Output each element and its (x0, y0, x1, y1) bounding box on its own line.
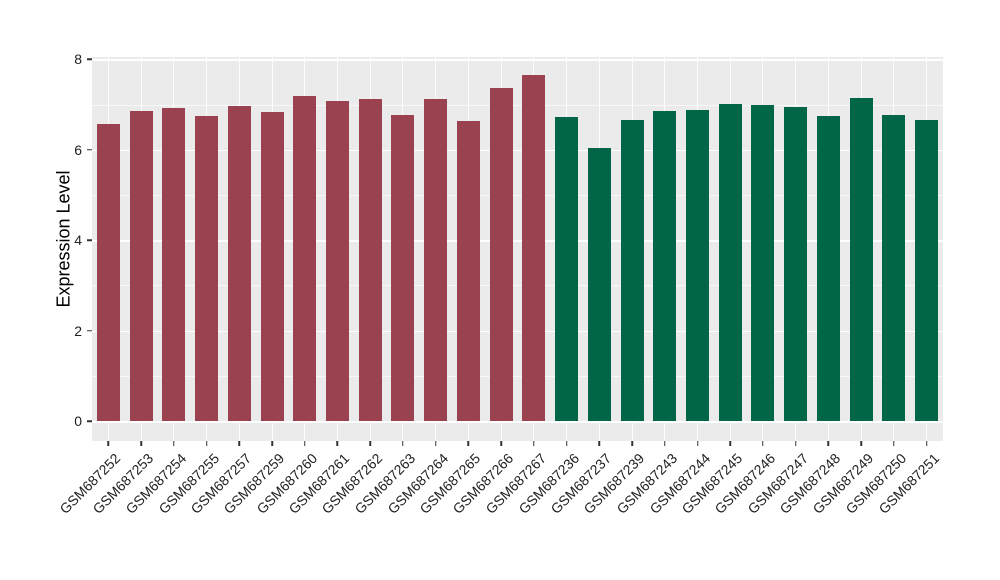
x-tick-mark (107, 441, 110, 446)
x-tick-mark (238, 441, 241, 446)
bar-GSM687245 (718, 104, 742, 421)
bar-GSM687244 (686, 110, 710, 421)
bar-GSM687262 (358, 99, 382, 421)
bar-GSM687247 (784, 107, 808, 421)
y-tick-label-2: 2 (74, 322, 82, 339)
bar-GSM687237 (587, 148, 611, 421)
bar-GSM687264 (424, 99, 448, 421)
bar-GSM687265 (456, 121, 480, 421)
x-tick-mark (369, 441, 371, 446)
gridline-minor (92, 375, 943, 377)
bar-GSM687259 (260, 112, 284, 421)
bar-GSM687252 (96, 124, 120, 421)
x-tick-mark (271, 441, 273, 446)
x-tick-mark (696, 441, 699, 446)
bar-GSM687236 (555, 117, 579, 421)
bar-GSM687246 (751, 105, 775, 421)
gridline-minor (92, 195, 943, 196)
bar-GSM687249 (849, 98, 873, 421)
bar-GSM687255 (195, 116, 219, 421)
x-tick-mark (893, 441, 895, 446)
x-tick-mark (565, 441, 568, 446)
x-tick-mark (205, 441, 208, 446)
y-tick-mark (87, 239, 92, 241)
x-tick-mark (598, 441, 601, 446)
bar-GSM687263 (391, 115, 415, 421)
bar-GSM687248 (816, 116, 840, 421)
x-tick-mark (173, 441, 175, 446)
gridline-major-y8 (92, 59, 943, 61)
bar-GSM687260 (293, 96, 317, 421)
x-tick-mark (762, 441, 764, 446)
gridline-major-y2 (92, 330, 943, 333)
x-tick-mark (500, 441, 502, 446)
bar-GSM687253 (129, 111, 153, 421)
bar-GSM687254 (162, 108, 186, 421)
bar-GSM687257 (227, 106, 251, 421)
y-tick-label-0: 0 (74, 413, 82, 429)
x-tick-mark (664, 441, 666, 446)
bar-GSM687261 (325, 101, 349, 421)
x-tick-mark (304, 441, 306, 446)
gridline-major-y0 (92, 421, 943, 423)
bar-GSM687239 (620, 120, 644, 421)
y-tick-label-4: 4 (74, 232, 82, 249)
bar-GSM687250 (882, 115, 906, 421)
y-tick-mark (87, 149, 92, 151)
x-tick-mark (533, 441, 535, 446)
x-tick-mark (140, 441, 142, 446)
gridline-minor (92, 104, 943, 106)
gridline-major-y6 (92, 149, 943, 152)
x-tick-mark (336, 441, 339, 446)
x-tick-mark (434, 441, 437, 446)
x-tick-mark (467, 441, 470, 446)
gridline-major-y4 (92, 240, 943, 242)
y-tick-mark (87, 58, 92, 61)
y-tick-label-8: 8 (74, 51, 82, 68)
y-tick-label-6: 6 (74, 141, 82, 158)
x-tick-mark (794, 441, 797, 446)
x-tick-mark (729, 441, 731, 446)
x-tick-mark (402, 441, 404, 446)
bar-GSM687243 (653, 111, 677, 421)
bar-GSM687267 (522, 75, 546, 421)
x-tick-mark (860, 441, 862, 446)
bar-GSM687251 (915, 120, 939, 421)
y-tick-mark (87, 329, 92, 332)
gridline-minor (92, 285, 943, 287)
x-tick-mark (925, 441, 928, 446)
x-tick-mark (827, 441, 830, 446)
plot-panel (92, 57, 943, 441)
x-tick-mark (631, 441, 633, 446)
bar-GSM687266 (489, 88, 513, 421)
y-tick-mark (87, 420, 92, 422)
